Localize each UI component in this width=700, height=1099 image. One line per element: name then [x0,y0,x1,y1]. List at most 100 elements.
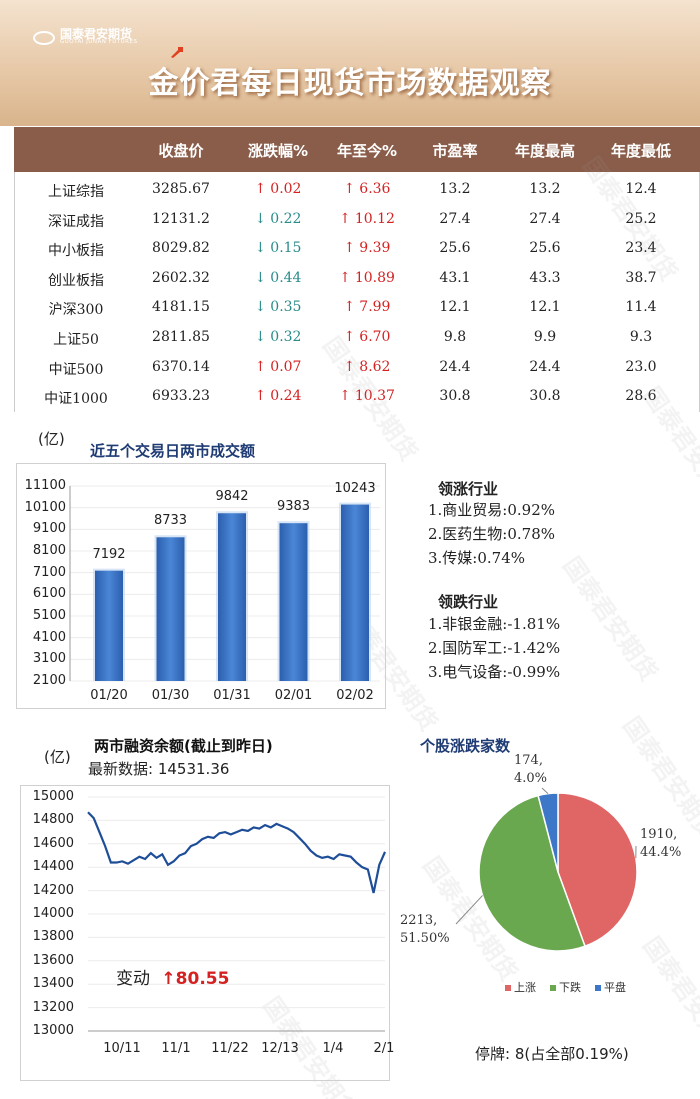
y-tick-label: 4100 [32,629,66,645]
margin-latest-value: 14531.36 [157,760,230,778]
table-cell-pe: 27.4 [439,210,471,227]
cell-value: 0.44 [270,269,302,286]
table-cell-low: 25.2 [625,210,657,227]
table-cell-pe: 24.4 [439,358,471,375]
bar-value-label: 8733 [153,513,188,529]
x-tick-label: 01/30 [151,688,190,703]
cell-value: 0.24 [270,388,302,405]
up-arrow-icon: ↑ [343,181,356,197]
index-name: 中证1000 [44,391,108,408]
y-tick-label: 3100 [32,651,66,667]
y-tick-label: 13400 [32,976,74,992]
cell-value: 6.70 [359,329,391,345]
logo-text-en: GUOTAI JUNAN FUTURES [60,39,138,45]
pie-comma: , [433,913,438,928]
up-arrow-icon: ↑ [254,388,267,405]
page-title: 金价君每日现货市场数据观察 [148,66,552,101]
bar-value-label: 10243 [334,480,376,496]
cell-value: 0.35 [270,299,302,316]
y-tick-label: 14000 [32,906,74,921]
table-cell-close: 6933.23 [152,388,210,405]
y-tick-label: 5100 [32,608,66,623]
table-cell-ytd: ↑ 10.12 [322,211,412,227]
margin-latest: 最新数据: 14531.36 [88,758,232,779]
y-tick-label: 13800 [32,929,74,945]
up-arrow-icon: ↑ [343,240,356,257]
y-tick-label: 8100 [32,543,66,558]
lead-up-item: 2.医药生物:0.78% [428,525,556,543]
table-cell-chg: ↓ 0.35 [233,299,323,315]
table-cell-close: 12131.2 [152,210,210,227]
turnover-title: 近五个交易日两市成交额 [90,442,256,460]
up-arrow-icon: ↑ [254,358,267,375]
table-cell-close: 2602.32 [152,269,210,286]
table-cell-ytd: ↑ 6.70 [322,329,412,345]
table-cell-high: 43.3 [529,269,561,286]
table-cell-ytd: ↑ 10.37 [322,388,412,404]
y-tick-label: 14200 [32,882,74,898]
turnover-chart-panel [16,463,386,709]
company-logo-icon [33,31,55,45]
table-cell-low: 12.4 [625,181,657,197]
y-tick-label: 10100 [24,499,66,515]
y-tick-label: 15000 [32,789,74,804]
up-arrow-icon: ↑ [339,269,351,286]
table-cell-close: 4181.15 [152,299,210,316]
up-arrow-icon: ↑ [339,388,351,405]
pie-slice [557,792,638,948]
y-tick-label: 2100 [32,673,66,688]
table-cell-chg: ↑ 0.07 [233,359,323,375]
table-cell-ytd: ↑ 6.36 [322,181,412,197]
index-name: 中小板指 [48,243,104,260]
header-banner: 国泰君安期货 GUOTAI JUNAN FUTURES 金价君每日现货市场数据观… [0,0,700,126]
bar-value-label: 9842 [215,489,249,505]
pie-comma: , [673,827,678,842]
pie-slice-pct: 4.0% [514,771,548,786]
margin-change-value: 80.55 [175,969,230,989]
table-cell-low: 38.7 [625,269,657,286]
index-name: 创业板指 [48,272,104,289]
x-tick-label: 02/02 [336,688,374,703]
y-tick-label: 13000 [32,1023,74,1038]
up-arrow-icon: ↑ [343,358,356,375]
col-year-low: 年度最低 [610,142,671,160]
y-tick-label: 9100 [32,521,66,537]
index-name: 深证成指 [48,213,104,230]
x-tick-label: 11/22 [211,1041,249,1056]
cell-value: 10.37 [354,388,395,405]
bar-value-label: 9383 [276,499,311,515]
down-arrow-icon: ↓ [254,269,267,286]
cell-value: 10.89 [354,269,395,286]
table-cell-high: 24.4 [529,358,561,375]
breadth-title: 个股涨跌家数 [420,737,511,755]
col-pe: 市盈率 [432,142,478,160]
legend-label: 上涨 [514,981,536,994]
y-tick-label: 13600 [32,952,74,968]
y-tick-label: 6100 [32,586,66,602]
legend-item: 下跌 [550,981,581,994]
y-tick-label: 14800 [32,812,74,828]
x-tick-label: 1/4 [322,1041,344,1056]
legend-swatch [550,985,556,991]
cell-value: 10.12 [354,210,395,227]
down-arrow-icon: ↓ [254,299,267,316]
legend-item: 上涨 [505,981,536,994]
margin-latest-label: 最新数据: [88,760,154,778]
pie-legend: 上涨 下跌 平盘 [505,979,640,995]
index-name: 上证综指 [48,184,104,200]
table-cell-ytd: ↑ 7.99 [322,299,412,315]
pie-slice-pct: 44.4% [640,845,682,860]
table-cell-chg: ↓ 0.15 [233,240,323,256]
legend-label: 下跌 [559,981,581,994]
y-tick-label: 14400 [32,859,74,875]
logo-text-cn: 国泰君安期货 [60,27,133,41]
legend-swatch [505,985,511,991]
table-cell-high: 25.6 [529,240,561,257]
table-cell-low: 28.6 [625,388,657,405]
index-table-header [14,127,700,172]
table-cell-low: 23.0 [625,358,657,375]
lead-up-title: 领涨行业 [438,480,499,498]
col-change: 涨跌幅% [247,142,309,160]
suspended-count: 停牌: 8(占全部0.19%) [475,1045,629,1063]
y-tick-label: 13200 [32,999,74,1015]
